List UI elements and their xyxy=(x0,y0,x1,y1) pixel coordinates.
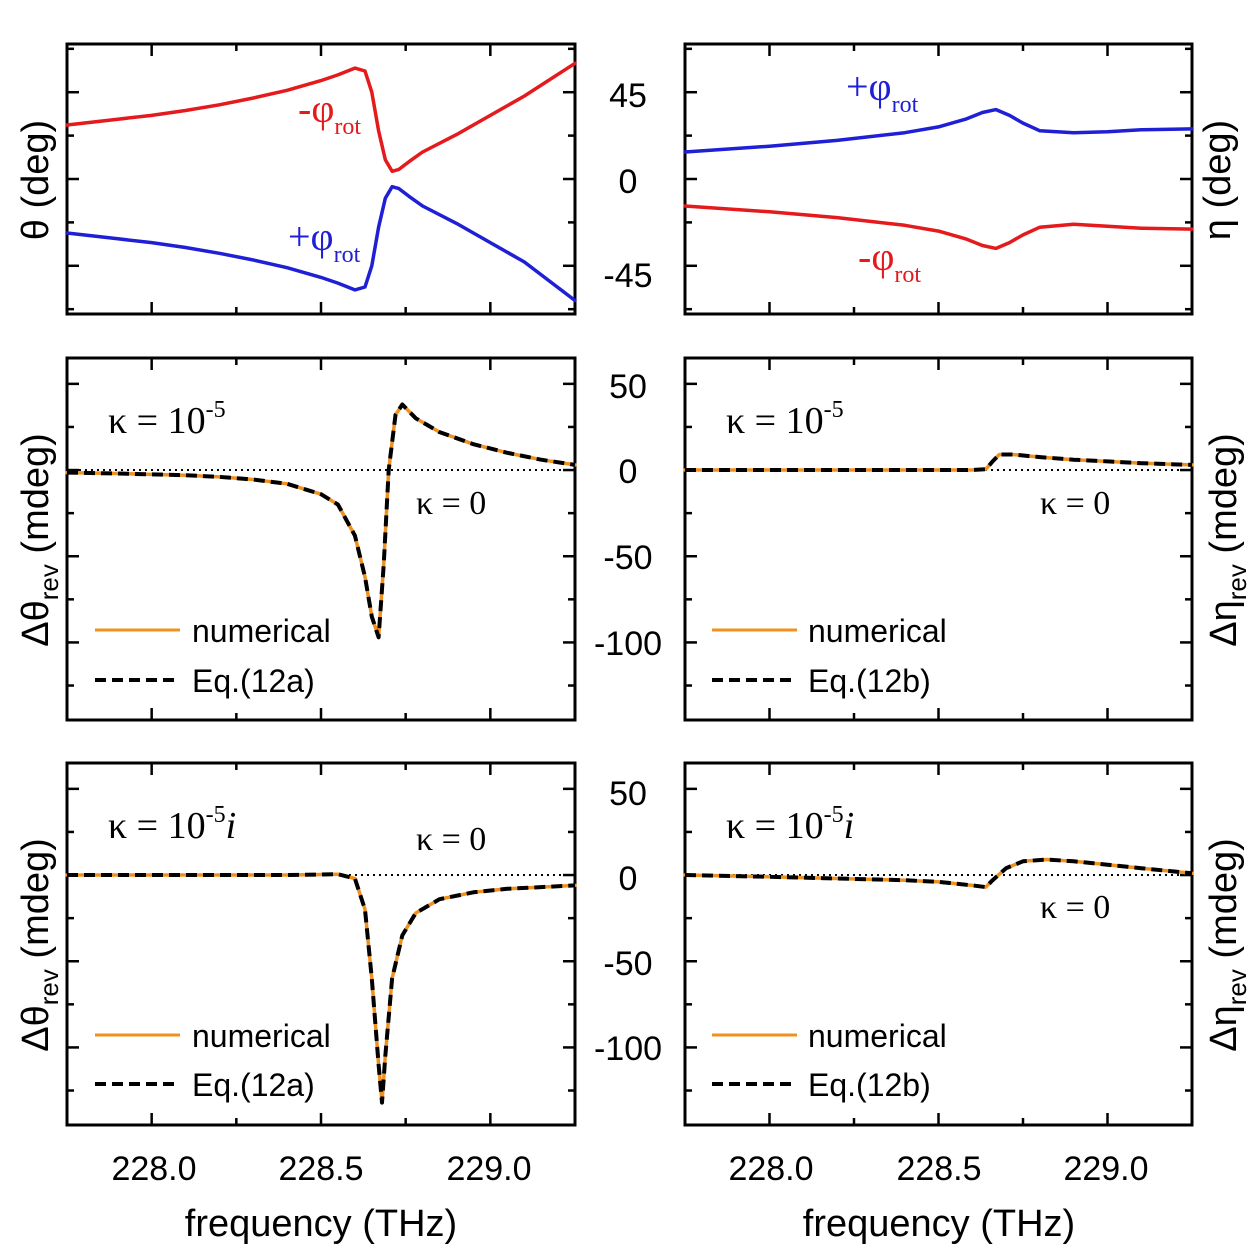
bot-ytick-label-neg50: -50 xyxy=(603,945,652,983)
annot-b-plus-phi: +φrot xyxy=(846,64,919,118)
legend-f-numerical-label: numerical xyxy=(808,1018,947,1054)
xtick-label-228.5-right: 228.5 xyxy=(896,1150,981,1188)
panel-f-series-numerical xyxy=(683,857,1194,889)
panel-f-series-analytic xyxy=(684,857,1193,890)
panel-a-frame xyxy=(65,42,577,316)
annot-c-kappa: κ = 10-5 xyxy=(108,397,226,442)
legend-e: numerical Eq.(12a) xyxy=(95,1018,331,1103)
legend-c-eq-label: Eq.(12a) xyxy=(192,663,315,699)
ylabel-deta-bot: Δηrev (mdeg) xyxy=(1203,838,1252,1052)
annot-f-kappa-zero: κ = 0 xyxy=(1040,889,1110,926)
legend-c-numerical-label: numerical xyxy=(192,613,331,649)
bot-ytick-label-0: 0 xyxy=(619,860,638,898)
mid-ytick-label-neg100: -100 xyxy=(594,625,662,663)
legend-d: numerical Eq.(12b) xyxy=(712,613,947,699)
legend-d-numerical-label: numerical xyxy=(808,613,947,649)
top-ytick-label-neg45: -45 xyxy=(603,257,652,295)
mid-ytick-label-neg50: -50 xyxy=(603,539,652,577)
ylabel-dtheta-mid: Δθrev (mdeg) xyxy=(15,433,64,647)
xlabel-left: frequency (THz) xyxy=(185,1203,457,1245)
top-ytick-label-0: 0 xyxy=(619,163,638,201)
annot-b-minus-phi: -φrot xyxy=(858,234,921,288)
annot-a-minus-phi: -φrot xyxy=(298,86,361,140)
annot-a-plus-phi: +φrot xyxy=(288,214,361,268)
panel-a-series-red xyxy=(65,61,577,174)
ylabel-dtheta-bot: Δθrev (mdeg) xyxy=(15,838,64,1052)
legend-f: numerical Eq.(12b) xyxy=(712,1018,947,1103)
annot-d-kappa-zero: κ = 0 xyxy=(1040,485,1110,522)
panel-d-series-numerical xyxy=(683,452,1194,472)
legend-e-eq-label: Eq.(12a) xyxy=(192,1067,315,1103)
panel-b-series-red xyxy=(683,204,1194,251)
panel-b-series-blue xyxy=(683,107,1194,154)
panel-e-series-analytic xyxy=(67,872,576,1105)
panel-a-series-blue xyxy=(65,184,577,303)
panel-c-series-analytic xyxy=(66,402,576,640)
top-ytick-label-45: 45 xyxy=(609,77,647,115)
xlabel-right: frequency (THz) xyxy=(803,1203,1075,1245)
ylabel-deta-mid: Δηrev (mdeg) xyxy=(1203,433,1252,647)
legend-d-eq-label: Eq.(12b) xyxy=(808,663,931,699)
annot-d-kappa: κ = 10-5 xyxy=(726,397,844,442)
annot-e-kappa: κ = 10-5i xyxy=(108,802,236,847)
panel-b-frame xyxy=(683,42,1194,316)
panel-d-series-analytic xyxy=(685,452,1193,472)
annot-c-kappa-zero: κ = 0 xyxy=(416,485,486,522)
ylabel-eta: η (deg) xyxy=(1197,120,1239,240)
legend-e-numerical-label: numerical xyxy=(192,1018,331,1054)
annot-f-kappa: κ = 10-5i xyxy=(726,802,854,847)
annot-e-kappa-zero: κ = 0 xyxy=(416,821,486,858)
xtick-label-229.0-left: 229.0 xyxy=(446,1150,531,1188)
bot-ytick-label-neg100: -100 xyxy=(594,1030,662,1068)
legend-c: numerical Eq.(12a) xyxy=(95,613,331,699)
mid-ytick-label-50: 50 xyxy=(609,368,647,406)
xtick-label-228.0-left: 228.0 xyxy=(111,1150,196,1188)
xtick-label-228.5-left: 228.5 xyxy=(278,1150,363,1188)
ylabel-theta: θ (deg) xyxy=(15,120,57,240)
panel-e-series-numerical xyxy=(65,872,577,1105)
bot-ytick-label-50: 50 xyxy=(609,775,647,813)
xtick-label-228.0-right: 228.0 xyxy=(728,1150,813,1188)
legend-f-eq-label: Eq.(12b) xyxy=(808,1067,931,1103)
mid-ytick-label-0: 0 xyxy=(619,453,638,491)
xtick-label-229.0-right: 229.0 xyxy=(1063,1150,1148,1188)
